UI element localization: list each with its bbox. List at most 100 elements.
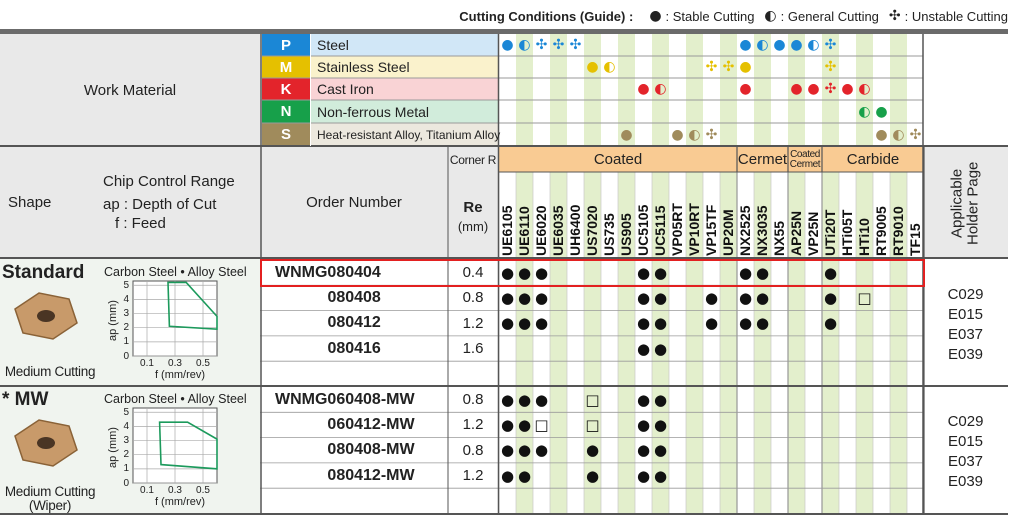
grade-stripe — [686, 34, 703, 515]
grade-name: NX55 — [771, 221, 787, 256]
grade-mark: ● — [653, 441, 668, 460]
chart-y-tick-label: 3 — [123, 435, 129, 447]
material-name: Stainless Steel — [317, 59, 410, 75]
grade-mark: ● — [823, 314, 838, 333]
shape-title: * MW — [2, 389, 49, 410]
grade-mark: ● — [755, 288, 770, 307]
legend-symbol: ● — [649, 8, 662, 24]
suitability-mark: ● — [807, 81, 820, 97]
chart-label: Carbon Steel • Alloy Steel — [104, 265, 247, 279]
order-number: 080408 — [327, 288, 381, 306]
chart-y-tick-label: 2 — [123, 322, 129, 334]
suitability-mark: ● — [875, 103, 888, 120]
grade-stripe — [550, 34, 567, 515]
suitability-mark: ● — [875, 126, 888, 143]
grade-stripe — [720, 34, 737, 515]
grade-mark: ● — [534, 314, 549, 333]
grade-group-name: Carbide — [846, 151, 900, 168]
grade-stripe — [890, 34, 907, 515]
grade-stripe — [669, 34, 686, 515]
grade-mark: ● — [653, 263, 668, 282]
grade-name: UE6110 — [516, 206, 532, 256]
material-code-cell — [262, 34, 310, 56]
grade-mark: ● — [500, 314, 515, 333]
chart-x-label: f (mm/rev) — [154, 369, 206, 381]
holder-page-header: Applicable Holder Page — [948, 161, 982, 245]
grade-mark: ● — [755, 263, 770, 282]
corner-radius: 0.8 — [462, 289, 484, 307]
grade-stripe — [805, 34, 822, 515]
suitability-mark: ● — [790, 81, 803, 97]
chart-y-tick-label: 0 — [123, 477, 129, 489]
grade-stripe — [788, 34, 805, 515]
suitability-mark: ◐ — [603, 59, 616, 75]
grade-mark: ● — [517, 263, 532, 282]
chart-y-label: ap (mm) — [107, 300, 119, 342]
grade-mark: □ — [585, 415, 600, 434]
corner-radius: 1.2 — [462, 416, 484, 434]
chip-control-region — [167, 281, 218, 330]
grade-mark: ● — [653, 390, 668, 409]
grade-mark: ● — [500, 288, 515, 307]
chart-x-tick-label: 0.1 — [140, 484, 154, 496]
chart-y-tick-label: 2 — [123, 449, 129, 461]
material-name-cell — [311, 56, 498, 78]
grade-mark: □ — [585, 390, 600, 409]
material-code: S — [280, 126, 291, 143]
grade-mark: ● — [823, 288, 838, 307]
work-material-cell — [0, 34, 260, 146]
grade-mark: ● — [636, 466, 651, 485]
holder-pages: C029 E015 E037 E039 — [923, 406, 1008, 496]
suitability-mark: ✣ — [552, 37, 565, 53]
suitability-mark: ● — [739, 59, 752, 75]
grade-mark: ● — [636, 441, 651, 460]
grade-mark: ● — [738, 314, 753, 333]
corner-radius: 0.8 — [462, 441, 484, 459]
grade-stripe — [618, 34, 635, 515]
material-name: Non-ferrous Metal — [317, 103, 430, 120]
grade-group-name: Coated — [593, 151, 643, 168]
header-holder — [923, 147, 1008, 258]
grade-mark: ● — [636, 415, 651, 434]
suitability-mark: ◐ — [518, 37, 531, 53]
grade-mark: ● — [500, 415, 515, 434]
grade-mark: ● — [500, 441, 515, 460]
grade-name: UE6020 — [533, 205, 549, 256]
chart-y-tick-label: 0 — [123, 350, 129, 362]
material-code: N — [280, 103, 292, 120]
grade-mark: ● — [534, 390, 549, 409]
suitability-mark: ◐ — [688, 126, 701, 143]
material-code: K — [280, 80, 292, 98]
suitability-mark: ✣ — [909, 126, 922, 143]
suitability-mark: ● — [739, 37, 752, 53]
chart-x-label: f (mm/rev) — [154, 496, 206, 508]
suitability-mark: ◐ — [654, 81, 667, 97]
grade-name: RT9010 — [890, 206, 906, 256]
grade-mark: ● — [636, 314, 651, 333]
legend-symbol: ◐ — [764, 8, 777, 24]
grade-stripe — [907, 34, 924, 515]
material-name-cell — [311, 34, 498, 56]
grade-name: RT9005 — [873, 206, 889, 256]
grade-mark: ● — [585, 441, 600, 460]
suitability-mark: ✣ — [705, 126, 718, 143]
shape-title: Standard — [2, 262, 85, 283]
grade-mark: ● — [636, 339, 651, 358]
feed-header: f : Feed — [115, 214, 166, 232]
material-name: Heat-resistant Alloy, Titanium Alloy — [317, 127, 501, 142]
suitability-mark: ✣ — [569, 37, 582, 53]
legend: Cutting Conditions (Guide) : ●: Stable Cu… — [459, 6, 1008, 26]
corner-radius: 0.8 — [462, 391, 484, 409]
grade-group-name: Cermet — [737, 151, 788, 168]
chart-y-tick-label: 5 — [123, 406, 129, 418]
corner-radius: 1.2 — [462, 467, 484, 485]
grade-name: VP25N — [805, 212, 821, 256]
grade-name: UE6105 — [499, 205, 515, 256]
legend-title: Cutting Conditions (Guide) : — [459, 8, 634, 24]
holder-pages: C029 E015 E037 E039 — [923, 279, 1008, 369]
grade-mark: ● — [534, 441, 549, 460]
grade-name: AP25N — [788, 211, 804, 256]
grade-stripe — [839, 34, 856, 515]
chart-x-tick-label: 0.1 — [140, 357, 154, 369]
